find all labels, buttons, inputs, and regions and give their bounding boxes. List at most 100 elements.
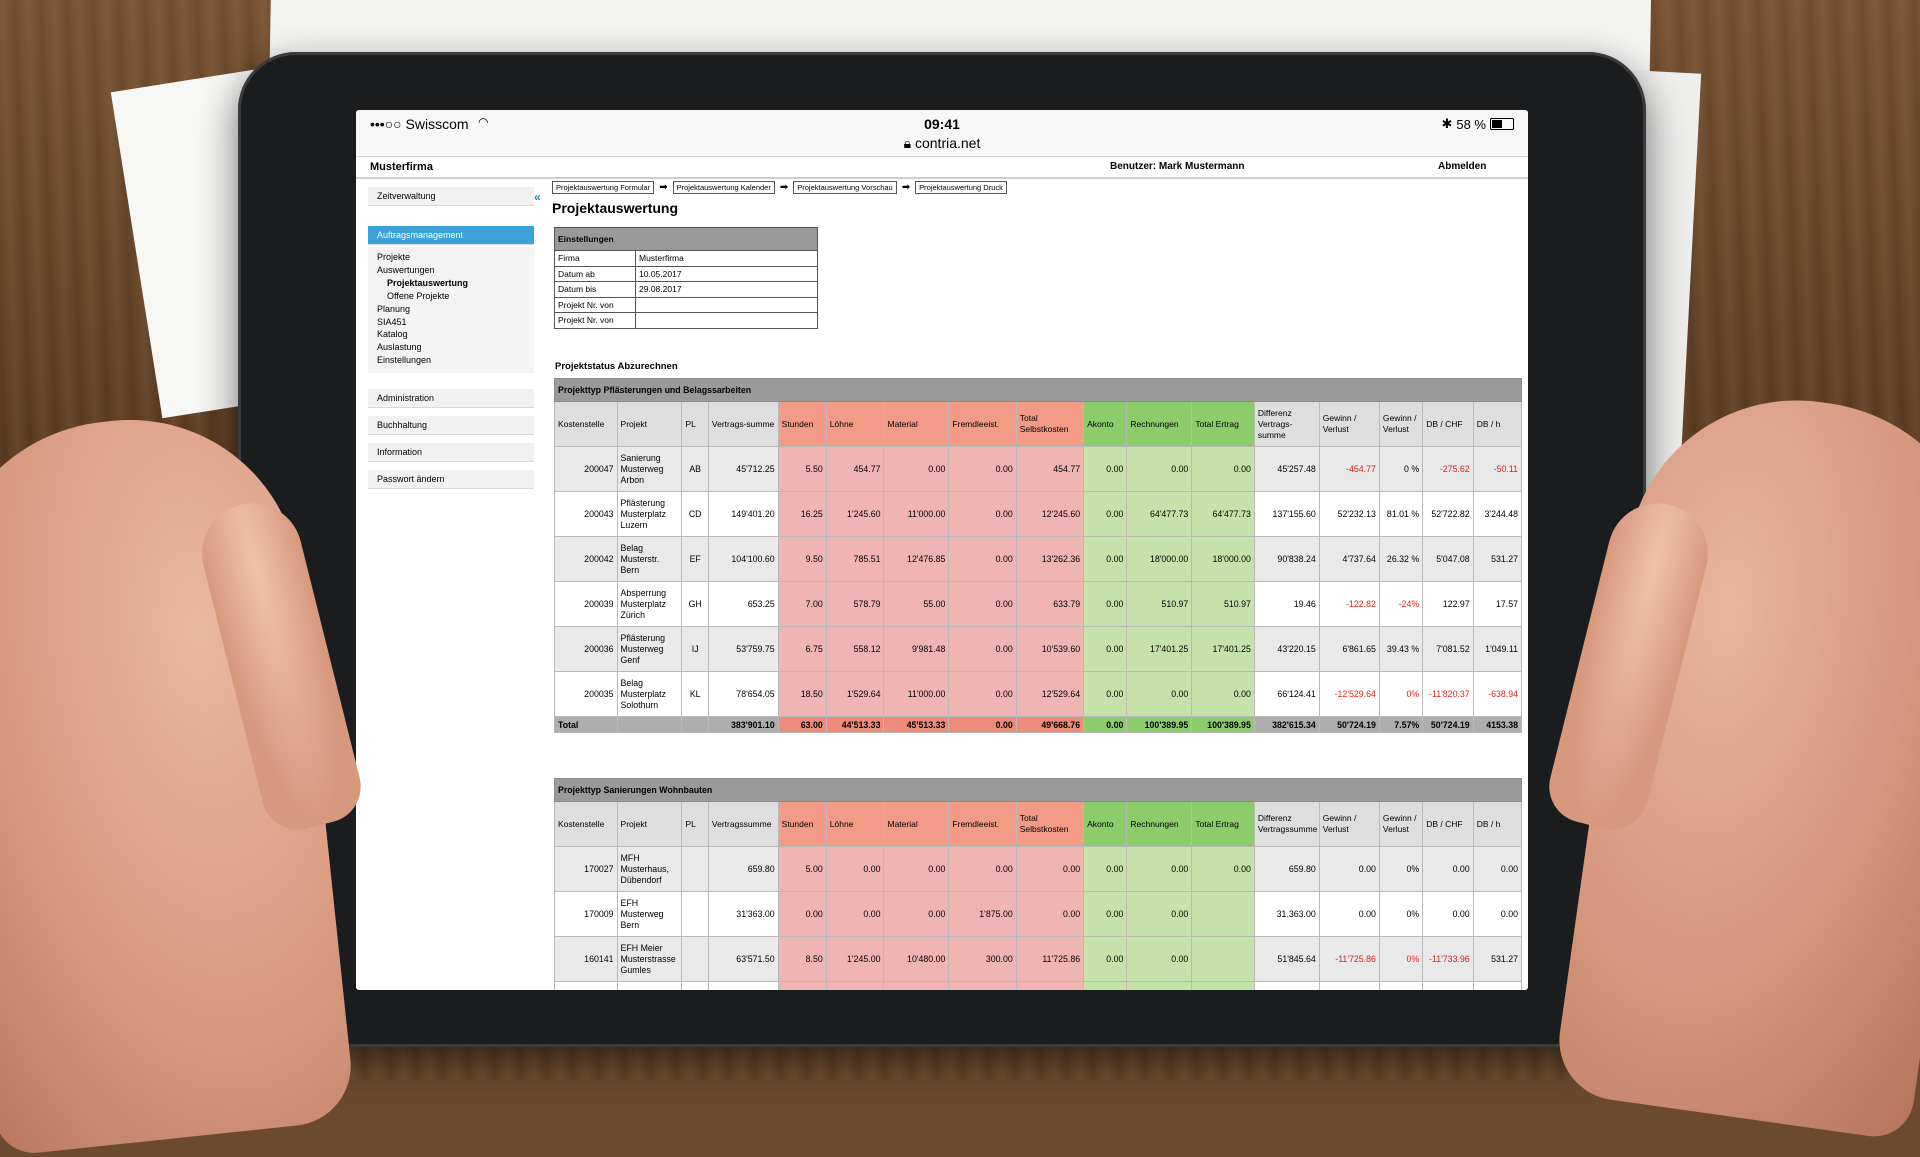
table-cell: 5'047.08 [1422, 536, 1474, 582]
column-header[interactable]: DB / h [1472, 801, 1523, 847]
table-cell: 7'081.52 [1422, 626, 1474, 672]
breadcrumb-formular[interactable]: Projektauswertung Formular [552, 181, 655, 194]
table-row[interactable]: Umbau Müller [554, 981, 1523, 990]
user-label: Benutzer: Mark Mustermann [1110, 161, 1245, 172]
table-cell [707, 981, 779, 990]
total-cell: 50'724.19 [1318, 716, 1380, 733]
collapse-sidebar-icon[interactable]: « [534, 190, 541, 204]
submenu-projekte[interactable]: Projekte [377, 252, 411, 262]
sidebar-item-auftragsmanagement[interactable]: Auftragsmanagement [368, 226, 534, 245]
column-header[interactable]: Gewinn / Verlust [1318, 801, 1380, 847]
column-header[interactable]: Gewinn / Verlust [1378, 401, 1424, 447]
table-row[interactable]: 170009 EFH Musterweg Bern 31'363.00 0.00 0.0… [554, 891, 1523, 937]
column-header[interactable]: Fremdleeist. [948, 401, 1017, 447]
table-cell [1378, 981, 1424, 990]
table-row[interactable]: 200042 Belag Musterstr. Bern EF 104'100.60 9… [554, 536, 1523, 582]
table-cell: 0.00 [1015, 891, 1085, 937]
table-cell: -275.62 [1422, 446, 1474, 492]
submenu-katalog[interactable]: Katalog [377, 329, 408, 340]
table-row[interactable]: 160141 EFH Meier Musterstrasse Gumles 63'5… [554, 936, 1523, 982]
sidebar-item-information[interactable]: Information [368, 443, 534, 463]
column-header[interactable]: PL [681, 801, 709, 847]
column-header[interactable]: Total Selbstkosten [1015, 401, 1085, 447]
table-cell [681, 846, 709, 892]
column-header[interactable]: Differenz Vertrags-summe [1253, 401, 1320, 447]
table-cell: 55.00 [883, 581, 950, 627]
column-header[interactable]: Kostenstelle [554, 401, 618, 447]
column-header[interactable]: Gewinn / Verlust [1378, 801, 1424, 847]
address-bar[interactable]: 🔒︎ contria.net [356, 135, 1528, 152]
column-header[interactable]: Total Ertrag [1191, 801, 1255, 847]
table-cell: 0.00 [1083, 891, 1128, 937]
table-cell [681, 981, 709, 990]
column-header[interactable]: Material [883, 401, 950, 447]
table-cell: GH [681, 581, 709, 627]
column-header[interactable]: Akonto [1083, 401, 1128, 447]
table-cell [1126, 981, 1193, 990]
column-header[interactable]: DB / h [1472, 401, 1523, 447]
settings-title: Einstellungen [554, 227, 818, 251]
table-cell: -122.82 [1318, 581, 1380, 627]
column-header[interactable]: Gewinn / Verlust [1318, 401, 1380, 447]
table-cell: 531.27 [1472, 536, 1523, 582]
column-header[interactable]: DB / CHF [1422, 801, 1474, 847]
sidebar-item-zeitverwaltung[interactable]: Zeitverwaltung [368, 187, 534, 206]
column-header[interactable]: Vertrags-summe [707, 401, 779, 447]
column-header[interactable]: Fremdleeist. [948, 801, 1017, 847]
table-cell [1422, 981, 1474, 990]
submenu-projektauswertung[interactable]: Projektauswertung [387, 277, 469, 288]
column-header[interactable]: Vertragssumme [707, 801, 779, 847]
table-cell [681, 891, 709, 937]
column-header[interactable]: Löhne [825, 801, 885, 847]
column-header[interactable]: Total Ertrag [1191, 401, 1255, 447]
sidebar-item-administration[interactable]: Administration [368, 389, 534, 409]
breadcrumb-vorschau[interactable]: Projektauswertung Vorschau [793, 181, 897, 194]
submenu-auslastung[interactable]: Auslastung [377, 342, 422, 353]
table-title: Projekttyp Sanierungen Wohnbauten [554, 778, 1522, 802]
column-header[interactable]: Stunden [777, 401, 827, 447]
table-row[interactable]: 170027 MFH Musterhaus, Dübendorf 659.80 5.0… [554, 846, 1523, 892]
table-row[interactable]: 200043 Pflästerung Musterplatz Luzern CD 14… [554, 491, 1523, 537]
submenu-auswertungen[interactable]: Auswertungen [377, 264, 435, 275]
table-cell: Sanierung Musterweg Arbon [616, 446, 683, 492]
total-cell: 44'513.33 [825, 716, 885, 733]
breadcrumb-kalender[interactable]: Projektauswertung Kalender [672, 181, 775, 194]
submenu-offene-projekte[interactable]: Offene Projekte [387, 290, 450, 301]
status-right: ✱ 58 % [1441, 116, 1514, 132]
table-row[interactable]: 200035 Belag Musterplatz Solothurn KL 78'65… [554, 671, 1523, 717]
table-cell: 10'480.00 [883, 936, 950, 982]
table-cell [1083, 981, 1128, 990]
column-header[interactable]: DB / CHF [1422, 401, 1474, 447]
column-header[interactable]: Kostenstelle [554, 801, 618, 847]
submenu-planung[interactable]: Planung [377, 303, 411, 314]
column-header[interactable]: Rechnungen [1126, 401, 1193, 447]
column-header[interactable]: Projekt [616, 801, 683, 847]
column-header[interactable]: Rechnungen [1126, 801, 1193, 847]
total-cell: 0.00 [948, 716, 1017, 733]
total-cell: 7.57% [1378, 716, 1424, 733]
table-cell [681, 936, 709, 982]
sidebar-item-buchhaltung[interactable]: Buchhaltung [368, 416, 534, 436]
table-row[interactable]: 200036 Pflästerung Musterweg Genf IJ 53'759… [554, 626, 1523, 672]
column-header[interactable]: Akonto [1083, 801, 1128, 847]
table-cell: 0.00 [1083, 936, 1128, 982]
column-header[interactable]: Material [883, 801, 950, 847]
table-row[interactable]: 200047 Sanierung Musterweg Arbon AB 45'712.… [554, 446, 1523, 492]
column-header[interactable]: Löhne [825, 401, 885, 447]
column-header[interactable]: Projekt [616, 401, 683, 447]
sidebar-item-passwort[interactable]: Passwort ändern [368, 470, 534, 490]
column-header[interactable]: Differenz Vertragssumme [1253, 801, 1320, 847]
submenu-einstellungen[interactable]: Einstellungen [377, 355, 432, 366]
table-cell: 31.363.00 [1253, 891, 1320, 937]
logout-link[interactable]: Abmelden [1438, 161, 1487, 172]
submenu-sia451[interactable]: SIA451 [377, 316, 407, 327]
table-cell: 13'262.36 [1015, 536, 1085, 582]
table-cell: IJ [681, 626, 709, 672]
column-header[interactable]: Total Selbstkosten [1015, 801, 1085, 847]
breadcrumb-druck[interactable]: Projektauswertung Druck [915, 181, 1007, 194]
table-cell [1191, 981, 1255, 990]
column-header[interactable]: Stunden [777, 801, 827, 847]
table-row[interactable]: 200039 Absperrung Musterplatz Zürich GH 653… [554, 581, 1523, 627]
table-cell: 45'257.48 [1253, 446, 1320, 492]
column-header[interactable]: PL [681, 401, 709, 447]
